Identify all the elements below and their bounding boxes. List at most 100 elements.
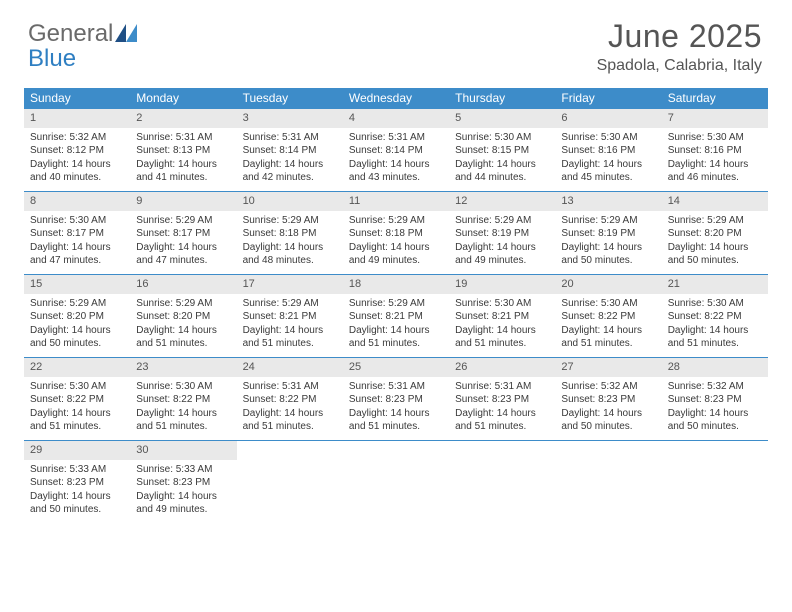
daylight-text-line2: and 50 minutes. — [561, 420, 655, 434]
day-cell: 3Sunrise: 5:31 AMSunset: 8:14 PMDaylight… — [237, 109, 343, 191]
sunset-text: Sunset: 8:22 PM — [136, 393, 230, 407]
day-cell: 4Sunrise: 5:31 AMSunset: 8:14 PMDaylight… — [343, 109, 449, 191]
day-number: 18 — [343, 275, 449, 294]
sunrise-text: Sunrise: 5:30 AM — [668, 297, 762, 311]
day-body: Sunrise: 5:29 AMSunset: 8:17 PMDaylight:… — [130, 211, 236, 274]
sunrise-text: Sunrise: 5:32 AM — [30, 131, 124, 145]
daylight-text-line2: and 47 minutes. — [136, 254, 230, 268]
day-body: Sunrise: 5:32 AMSunset: 8:12 PMDaylight:… — [24, 128, 130, 191]
daylight-text-line1: Daylight: 14 hours — [349, 324, 443, 338]
day-number: 6 — [555, 109, 661, 128]
sunrise-text: Sunrise: 5:32 AM — [668, 380, 762, 394]
sunset-text: Sunset: 8:18 PM — [349, 227, 443, 241]
daylight-text-line2: and 48 minutes. — [243, 254, 337, 268]
day-body: Sunrise: 5:30 AMSunset: 8:22 PMDaylight:… — [555, 294, 661, 357]
sunset-text: Sunset: 8:16 PM — [561, 144, 655, 158]
day-body: Sunrise: 5:31 AMSunset: 8:22 PMDaylight:… — [237, 377, 343, 440]
sunrise-text: Sunrise: 5:29 AM — [30, 297, 124, 311]
sunset-text: Sunset: 8:12 PM — [30, 144, 124, 158]
day-number: 22 — [24, 358, 130, 377]
day-body: Sunrise: 5:29 AMSunset: 8:19 PMDaylight:… — [449, 211, 555, 274]
daylight-text-line1: Daylight: 14 hours — [668, 158, 762, 172]
daylight-text-line2: and 49 minutes. — [455, 254, 549, 268]
day-cell: 22Sunrise: 5:30 AMSunset: 8:22 PMDayligh… — [24, 358, 130, 440]
sunset-text: Sunset: 8:23 PM — [136, 476, 230, 490]
sunrise-text: Sunrise: 5:29 AM — [668, 214, 762, 228]
daylight-text-line2: and 42 minutes. — [243, 171, 337, 185]
day-number: 11 — [343, 192, 449, 211]
daylight-text-line1: Daylight: 14 hours — [30, 241, 124, 255]
day-cell: 14Sunrise: 5:29 AMSunset: 8:20 PMDayligh… — [662, 192, 768, 274]
daylight-text-line1: Daylight: 14 hours — [561, 407, 655, 421]
sunset-text: Sunset: 8:14 PM — [243, 144, 337, 158]
daylight-text-line2: and 43 minutes. — [349, 171, 443, 185]
daylight-text-line2: and 50 minutes. — [30, 337, 124, 351]
daylight-text-line1: Daylight: 14 hours — [349, 407, 443, 421]
day-body: Sunrise: 5:30 AMSunset: 8:17 PMDaylight:… — [24, 211, 130, 274]
sunrise-text: Sunrise: 5:33 AM — [30, 463, 124, 477]
week-row: 29Sunrise: 5:33 AMSunset: 8:23 PMDayligh… — [24, 441, 768, 523]
weekday-header-cell: Saturday — [662, 88, 768, 109]
sunset-text: Sunset: 8:23 PM — [668, 393, 762, 407]
sunset-text: Sunset: 8:22 PM — [243, 393, 337, 407]
sunrise-text: Sunrise: 5:29 AM — [243, 214, 337, 228]
daylight-text-line2: and 51 minutes. — [243, 337, 337, 351]
sunrise-text: Sunrise: 5:31 AM — [455, 380, 549, 394]
daylight-text-line2: and 50 minutes. — [668, 420, 762, 434]
day-number: 25 — [343, 358, 449, 377]
day-body: Sunrise: 5:31 AMSunset: 8:14 PMDaylight:… — [237, 128, 343, 191]
weekday-header-cell: Wednesday — [343, 88, 449, 109]
day-number: 5 — [449, 109, 555, 128]
day-number: 19 — [449, 275, 555, 294]
sunset-text: Sunset: 8:15 PM — [455, 144, 549, 158]
day-number: 20 — [555, 275, 661, 294]
day-cell: 26Sunrise: 5:31 AMSunset: 8:23 PMDayligh… — [449, 358, 555, 440]
sunset-text: Sunset: 8:17 PM — [30, 227, 124, 241]
day-body: Sunrise: 5:31 AMSunset: 8:13 PMDaylight:… — [130, 128, 236, 191]
daylight-text-line2: and 51 minutes. — [349, 337, 443, 351]
day-body: Sunrise: 5:29 AMSunset: 8:20 PMDaylight:… — [24, 294, 130, 357]
day-number: 17 — [237, 275, 343, 294]
page-header: General Blue June 2025 Spadola, Calabria… — [0, 0, 792, 88]
day-cell: 2Sunrise: 5:31 AMSunset: 8:13 PMDaylight… — [130, 109, 236, 191]
weekday-header-cell: Sunday — [24, 88, 130, 109]
day-body: Sunrise: 5:33 AMSunset: 8:23 PMDaylight:… — [24, 460, 130, 523]
daylight-text-line2: and 41 minutes. — [136, 171, 230, 185]
day-number: 29 — [24, 441, 130, 460]
brand-mark-icon — [115, 23, 137, 47]
day-number: 24 — [237, 358, 343, 377]
day-body: Sunrise: 5:30 AMSunset: 8:16 PMDaylight:… — [555, 128, 661, 191]
day-number: 21 — [662, 275, 768, 294]
day-cell: 20Sunrise: 5:30 AMSunset: 8:22 PMDayligh… — [555, 275, 661, 357]
day-cell: 1Sunrise: 5:32 AMSunset: 8:12 PMDaylight… — [24, 109, 130, 191]
daylight-text-line1: Daylight: 14 hours — [136, 324, 230, 338]
daylight-text-line2: and 47 minutes. — [30, 254, 124, 268]
day-body: Sunrise: 5:29 AMSunset: 8:20 PMDaylight:… — [662, 211, 768, 274]
daylight-text-line1: Daylight: 14 hours — [243, 241, 337, 255]
week-row: 22Sunrise: 5:30 AMSunset: 8:22 PMDayligh… — [24, 358, 768, 441]
day-number: 7 — [662, 109, 768, 128]
daylight-text-line1: Daylight: 14 hours — [561, 158, 655, 172]
sunset-text: Sunset: 8:23 PM — [349, 393, 443, 407]
weekday-header-cell: Tuesday — [237, 88, 343, 109]
weekday-header-cell: Thursday — [449, 88, 555, 109]
daylight-text-line2: and 51 minutes. — [30, 420, 124, 434]
sunset-text: Sunset: 8:17 PM — [136, 227, 230, 241]
day-cell: 23Sunrise: 5:30 AMSunset: 8:22 PMDayligh… — [130, 358, 236, 440]
day-number: 30 — [130, 441, 236, 460]
sunrise-text: Sunrise: 5:30 AM — [136, 380, 230, 394]
sunrise-text: Sunrise: 5:30 AM — [455, 297, 549, 311]
empty-day-cell — [662, 441, 768, 523]
day-cell: 12Sunrise: 5:29 AMSunset: 8:19 PMDayligh… — [449, 192, 555, 274]
day-body: Sunrise: 5:32 AMSunset: 8:23 PMDaylight:… — [662, 377, 768, 440]
day-body: Sunrise: 5:32 AMSunset: 8:23 PMDaylight:… — [555, 377, 661, 440]
daylight-text-line1: Daylight: 14 hours — [668, 324, 762, 338]
daylight-text-line1: Daylight: 14 hours — [136, 490, 230, 504]
sunrise-text: Sunrise: 5:31 AM — [243, 380, 337, 394]
daylight-text-line1: Daylight: 14 hours — [668, 407, 762, 421]
day-body: Sunrise: 5:29 AMSunset: 8:18 PMDaylight:… — [237, 211, 343, 274]
empty-day-cell — [449, 441, 555, 523]
daylight-text-line1: Daylight: 14 hours — [455, 241, 549, 255]
daylight-text-line2: and 51 minutes. — [243, 420, 337, 434]
day-number: 15 — [24, 275, 130, 294]
